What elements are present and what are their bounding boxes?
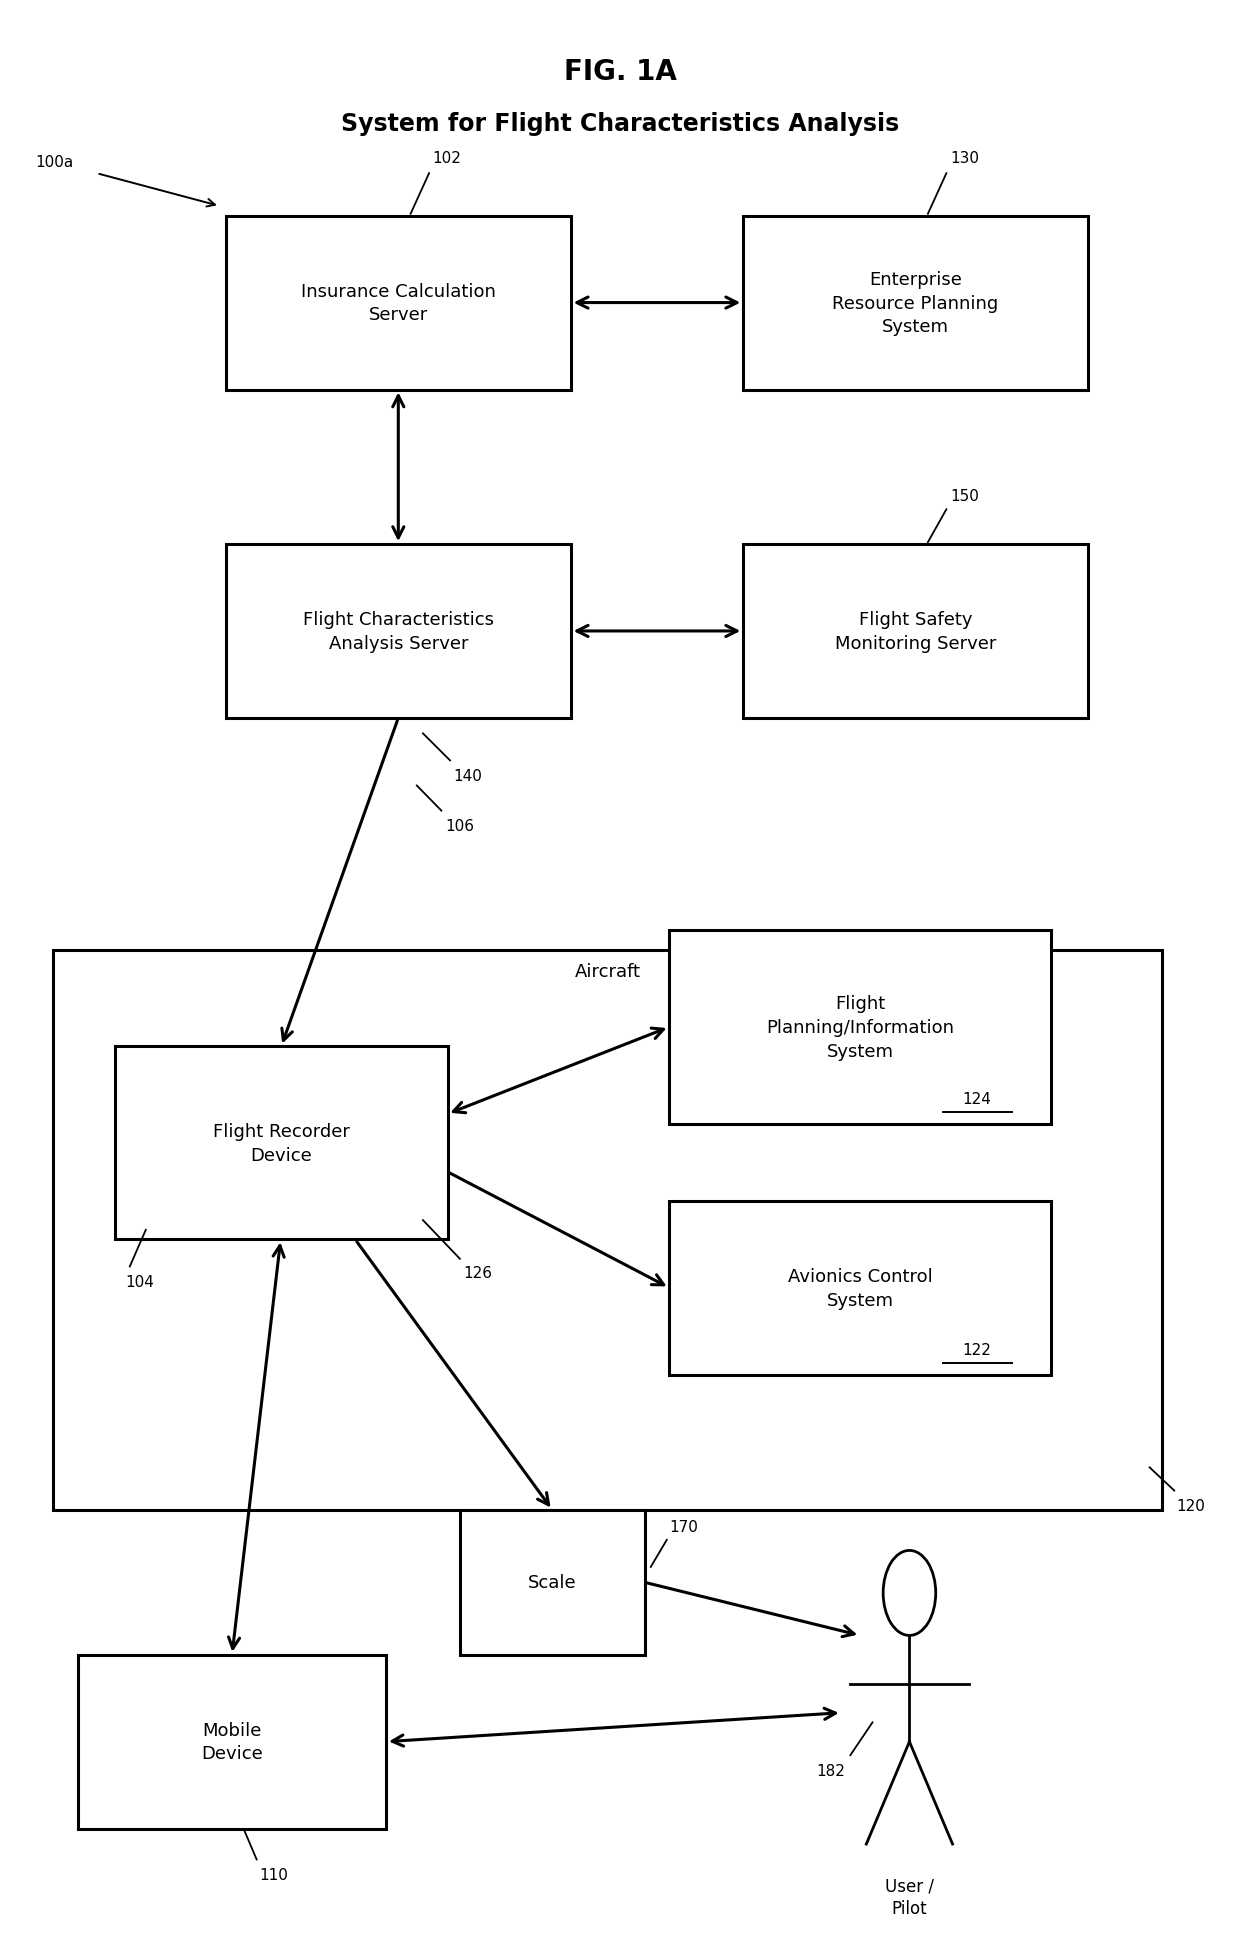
Text: 126: 126 (464, 1264, 492, 1280)
FancyBboxPatch shape (670, 1200, 1052, 1375)
FancyBboxPatch shape (460, 1510, 645, 1654)
Text: 120: 120 (1177, 1499, 1205, 1514)
Text: Flight
Planning/Information
System: Flight Planning/Information System (766, 995, 954, 1061)
FancyBboxPatch shape (670, 931, 1052, 1125)
Text: 104: 104 (125, 1274, 154, 1289)
Text: 106: 106 (445, 818, 474, 834)
Text: Enterprise
Resource Planning
System: Enterprise Resource Planning System (832, 271, 998, 335)
Text: 102: 102 (433, 151, 461, 167)
Text: System for Flight Characteristics Analysis: System for Flight Characteristics Analys… (341, 112, 899, 136)
FancyBboxPatch shape (226, 545, 570, 719)
Text: User /
Pilot: User / Pilot (885, 1877, 934, 1918)
Text: 140: 140 (454, 768, 482, 783)
Text: Insurance Calculation
Server: Insurance Calculation Server (301, 283, 496, 324)
Text: 170: 170 (670, 1520, 698, 1534)
Text: 130: 130 (950, 151, 980, 167)
Text: Aircraft: Aircraft (574, 962, 641, 981)
Text: 122: 122 (962, 1342, 992, 1357)
Text: Flight Characteristics
Analysis Server: Flight Characteristics Analysis Server (303, 611, 494, 652)
Text: FIG. 1A: FIG. 1A (563, 58, 677, 85)
FancyBboxPatch shape (78, 1654, 386, 1828)
Text: 124: 124 (962, 1092, 992, 1107)
Text: 100a: 100a (35, 155, 73, 171)
Text: 110: 110 (259, 1867, 288, 1883)
FancyBboxPatch shape (53, 950, 1162, 1510)
Text: 182: 182 (816, 1763, 846, 1778)
Text: Avionics Control
System: Avionics Control System (787, 1268, 932, 1309)
FancyBboxPatch shape (115, 1047, 448, 1239)
Text: Flight Safety
Monitoring Server: Flight Safety Monitoring Server (835, 611, 996, 652)
FancyBboxPatch shape (226, 217, 570, 390)
Text: Flight Recorder
Device: Flight Recorder Device (213, 1123, 350, 1163)
FancyBboxPatch shape (743, 545, 1087, 719)
FancyBboxPatch shape (743, 217, 1087, 390)
Text: Scale: Scale (528, 1573, 577, 1592)
Text: 150: 150 (950, 489, 978, 504)
Text: Mobile
Device: Mobile Device (201, 1722, 263, 1763)
